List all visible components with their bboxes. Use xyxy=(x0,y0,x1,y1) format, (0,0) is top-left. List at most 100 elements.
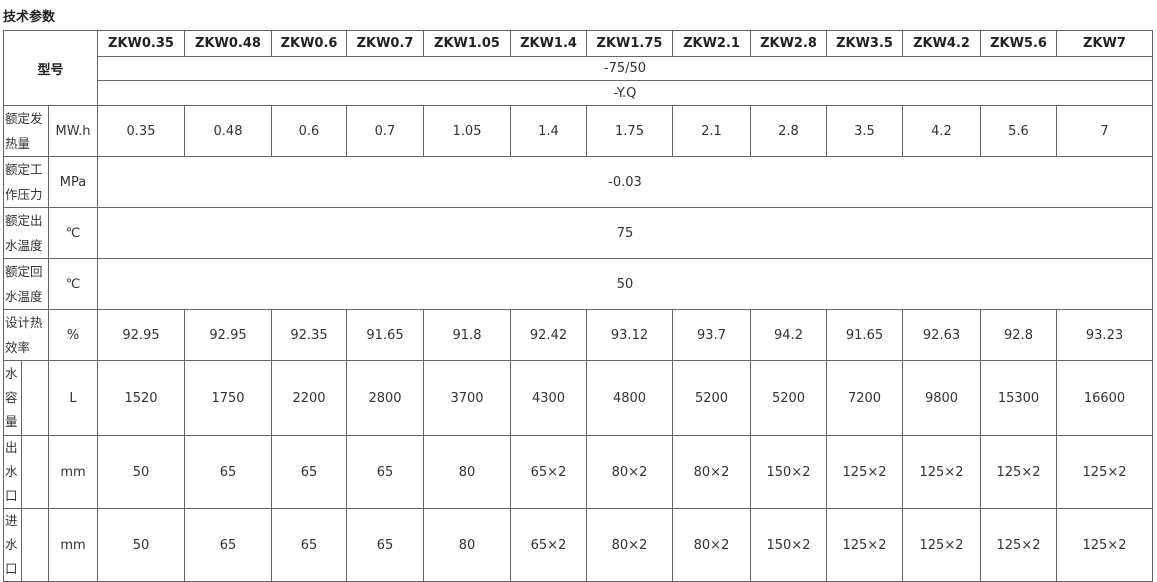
value-cell: 16600 xyxy=(1056,360,1153,436)
value-cell: 9800 xyxy=(902,360,981,436)
unit-cell: mm xyxy=(48,508,98,582)
model-header: ZKW7 xyxy=(1056,30,1153,57)
value-cell: 1.75 xyxy=(586,105,673,157)
value-cell: 65 xyxy=(271,435,347,509)
table-row: 额定出水温度 ℃ 75 xyxy=(3,207,1153,259)
model-header: ZKW0.35 xyxy=(97,30,185,57)
value-cell: 50 xyxy=(97,508,185,582)
model-header: ZKW0.48 xyxy=(184,30,272,57)
value-cell: 65 xyxy=(184,508,272,582)
value-cell: 2.1 xyxy=(672,105,751,157)
model-header: ZKW2.1 xyxy=(672,30,751,57)
model-header: ZKW3.5 xyxy=(826,30,903,57)
value-cell: 125×2 xyxy=(1056,435,1153,509)
unit-cell: mm xyxy=(48,435,98,509)
row-label: 额定出水温度 xyxy=(3,207,49,259)
unit-cell: ℃ xyxy=(48,258,98,310)
value-cell: 125×2 xyxy=(1056,508,1153,582)
value-cell: 3700 xyxy=(423,360,511,436)
value-cell: 92.8 xyxy=(980,309,1057,361)
value-cell: 50 xyxy=(97,435,185,509)
model-suffix-1: -75/50 xyxy=(97,56,1153,81)
value-cell: 1.4 xyxy=(510,105,587,157)
row-label: 进水口 xyxy=(5,513,18,576)
value-cell: 80×2 xyxy=(672,435,751,509)
value-cell: 93.7 xyxy=(672,309,751,361)
value-cell: 92.95 xyxy=(97,309,185,361)
value-cell: 125×2 xyxy=(826,508,903,582)
table-row: 水容量 L 1520 1750 2200 2800 3700 4300 4800 5200 5200… xyxy=(3,360,1153,436)
value-cell: 7200 xyxy=(826,360,903,436)
row-label: 设计热效率 xyxy=(3,309,49,361)
value-cell: 5200 xyxy=(672,360,751,436)
value-cell: 125×2 xyxy=(826,435,903,509)
value-cell: 80×2 xyxy=(586,508,673,582)
section-title: 技术参数 xyxy=(3,10,56,25)
value-cell: 125×2 xyxy=(980,508,1057,582)
value-cell: 50 xyxy=(97,258,1153,310)
table-row: 设计热效率% 92.95 92.95 92.35 91.65 91.8 92.42 93.12… xyxy=(3,309,1153,361)
value-cell: 0.35 xyxy=(97,105,185,157)
value-cell: 91.65 xyxy=(826,309,903,361)
value-cell: 4800 xyxy=(586,360,673,436)
value-cell: 125×2 xyxy=(902,508,981,582)
row-label-cell: 水容量 xyxy=(3,360,22,436)
model-label: 型号 xyxy=(3,30,98,106)
model-header: ZKW0.7 xyxy=(346,30,424,57)
model-suffix-2: -Y.Q xyxy=(97,80,1153,106)
unit-cell: L xyxy=(48,360,98,436)
value-cell: 7 xyxy=(1056,105,1153,157)
value-cell: 80 xyxy=(423,435,511,509)
value-cell: 1520 xyxy=(97,360,185,436)
value-cell: 92.63 xyxy=(902,309,981,361)
value-cell: 65 xyxy=(271,508,347,582)
unit-cell: ℃ xyxy=(48,207,98,259)
value-cell: 0.48 xyxy=(184,105,272,157)
model-header: ZKW1.05 xyxy=(423,30,511,57)
value-cell: 125×2 xyxy=(902,435,981,509)
model-header: ZKW0.6 xyxy=(271,30,347,57)
empty-cell xyxy=(21,360,49,436)
value-cell: 5.6 xyxy=(980,105,1057,157)
empty-cell xyxy=(21,508,49,582)
value-cell: 80×2 xyxy=(672,508,751,582)
unit-cell: MPa xyxy=(48,156,98,208)
value-cell: 2800 xyxy=(346,360,424,436)
value-cell: 65×2 xyxy=(510,435,587,509)
value-cell: 2.8 xyxy=(750,105,827,157)
value-cell: 1.05 xyxy=(423,105,511,157)
model-header: ZKW1.75 xyxy=(586,30,673,57)
value-cell: 75 xyxy=(97,207,1153,259)
row-label: 额定发热量 xyxy=(3,105,49,157)
value-cell: 92.35 xyxy=(271,309,347,361)
model-header: ZKW2.8 xyxy=(750,30,827,57)
value-cell: 15300 xyxy=(980,360,1057,436)
row-label: 额定工作压力 xyxy=(3,156,49,208)
value-cell: 150×2 xyxy=(750,508,827,582)
value-cell: 1750 xyxy=(184,360,272,436)
model-header: ZKW4.2 xyxy=(902,30,981,57)
unit-cell: % xyxy=(48,309,98,361)
row-label-cell: 出水口 xyxy=(3,435,22,509)
row-label-cell: 进水口 xyxy=(3,508,22,582)
value-cell: 65 xyxy=(184,435,272,509)
value-cell: 94.2 xyxy=(750,309,827,361)
unit-cell: MW.h xyxy=(48,105,98,157)
table-row: 额定回水温度 ℃ 50 xyxy=(3,258,1153,310)
model-header: ZKW5.6 xyxy=(980,30,1057,57)
row-label: 额定回水温度 xyxy=(3,258,49,310)
model-header: ZKW1.4 xyxy=(510,30,587,57)
value-cell: 93.12 xyxy=(586,309,673,361)
table-row: 额定发热量 MW.h 0.35 0.48 0.6 0.7 1.05 1.4 1.75 2.1 2.8… xyxy=(3,105,1153,157)
row-label: 出水口 xyxy=(5,440,18,503)
value-cell: 2200 xyxy=(271,360,347,436)
value-cell: 4.2 xyxy=(902,105,981,157)
table-row: 进水口 mm 50 65 65 65 80 65×2 80×2 80×2 150×2 125×2 125… xyxy=(3,508,1153,582)
spec-table: 型号 ZKW0.35 ZKW0.48 ZKW0.6 ZKW0.7 ZKW1.05 ZKW1.… xyxy=(3,30,1153,582)
value-cell: 5200 xyxy=(750,360,827,436)
value-cell: 125×2 xyxy=(980,435,1057,509)
header-row: 型号 ZKW0.35 ZKW0.48 ZKW0.6 ZKW0.7 ZKW1.05 ZKW1.… xyxy=(3,30,1153,106)
value-cell: 150×2 xyxy=(750,435,827,509)
value-cell: -0.03 xyxy=(97,156,1153,208)
value-cell: 0.7 xyxy=(346,105,424,157)
